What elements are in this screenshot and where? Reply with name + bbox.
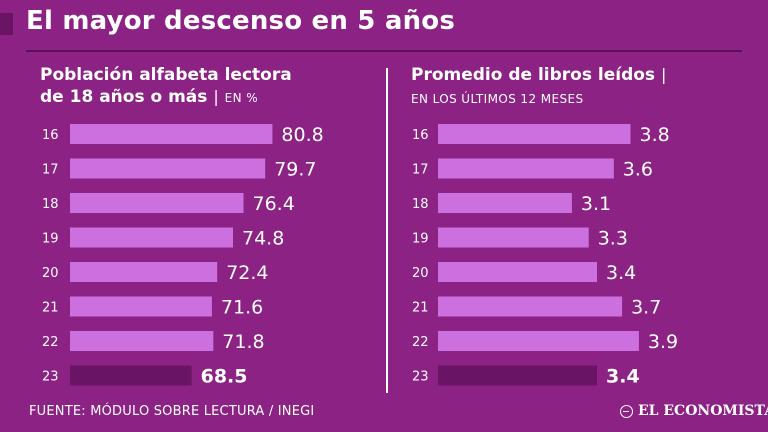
literacy-bar (70, 296, 212, 317)
title-divider (26, 50, 742, 52)
books-category-label: 18 (412, 197, 429, 212)
literacy-category-label: 19 (42, 232, 59, 247)
literacy-chart-panel: Población alfabeta lectora de 18 años o … (40, 64, 324, 388)
books-title-text: Promedio de libros leídos (411, 65, 656, 85)
books-subtitle: EN LOS ÚLTIMOS 12 MESES (411, 92, 584, 106)
books-category-label: 23 (412, 370, 429, 385)
books-value-label: 3.4 (606, 366, 640, 388)
literacy-value-label: 74.8 (242, 228, 284, 250)
books-value-label: 3.3 (598, 228, 628, 250)
literacy-value-label: 76.4 (253, 193, 295, 215)
books-value-label: 3.7 (631, 297, 661, 319)
books-bar-chart: 16 3.8 17 3.6 18 3.1 19 3.3 20 3.4 21 3.7 22 3.9 23 3.4 (412, 124, 678, 388)
books-category-label: 16 (412, 128, 429, 143)
brand-logo: EL ECONOMISTA (620, 403, 768, 419)
books-value-label: 3.6 (623, 159, 653, 181)
books-bar (438, 158, 614, 179)
literacy-value-label: 71.6 (221, 297, 263, 319)
literacy-category-label: 18 (42, 197, 59, 212)
literacy-bar (70, 262, 218, 282)
books-bar (438, 193, 572, 213)
literacy-category-label: 17 (42, 163, 59, 178)
literacy-bar (70, 193, 244, 213)
books-bar (438, 227, 589, 248)
books-category-label: 19 (412, 232, 429, 247)
literacy-bar (70, 227, 233, 248)
literacy-category-label: 20 (42, 266, 59, 281)
books-chart-panel: Promedio de libros leídos | EN LOS ÚLTIM… (384, 0, 768, 432)
books-value-label: 3.1 (581, 193, 611, 215)
literacy-category-label: 16 (42, 128, 59, 143)
books-bar (438, 262, 597, 282)
literacy-bar (70, 158, 266, 179)
brand-name: EL ECONOMISTA (638, 403, 768, 419)
literacy-value-label: 71.8 (222, 331, 264, 353)
books-title-separator: | (660, 65, 667, 84)
books-bar (438, 331, 639, 351)
literacy-category-label: 21 (42, 301, 59, 316)
literacy-unit-label: EN % (224, 91, 259, 105)
literacy-bar (70, 331, 214, 351)
literacy-value-label: 79.7 (274, 159, 316, 181)
literacy-title-line2-text: de 18 años o más (40, 87, 208, 107)
books-category-label: 22 (412, 335, 429, 350)
literacy-value-label: 72.4 (226, 262, 268, 284)
books-value-label: 3.9 (648, 331, 678, 353)
books-chart-title: Promedio de libros leídos | (411, 64, 666, 86)
books-value-label: 3.4 (606, 262, 636, 284)
literacy-value-label: 80.8 (281, 124, 323, 146)
literacy-category-label: 22 (42, 335, 59, 350)
books-category-label: 17 (412, 163, 429, 178)
literacy-title-separator: | (213, 87, 219, 106)
literacy-chart-title: Población alfabeta lectora de 18 años o … (40, 64, 292, 109)
literacy-value-label: 68.5 (201, 366, 248, 388)
books-category-label: 21 (412, 301, 429, 316)
literacy-bar (70, 365, 192, 386)
literacy-title-line1: Población alfabeta lectora (40, 65, 292, 85)
books-value-label: 3.8 (640, 124, 670, 146)
literacy-title-line2: de 18 años o más | EN % (40, 86, 292, 109)
books-bar (438, 296, 623, 317)
literacy-bar-chart: 16 80.8 17 79.7 18 76.4 19 74.8 20 72.4 21 71.6 22 71… (42, 124, 324, 388)
source-note: FUENTE: MÓDULO SOBRE LECTURA / INEGI (29, 404, 315, 419)
page-title: El mayor descenso en 5 años (26, 6, 456, 36)
books-bar (438, 124, 631, 144)
column-divider (386, 68, 388, 393)
books-bar (438, 365, 597, 386)
literacy-category-label: 23 (42, 370, 59, 385)
brand-globe-icon (620, 404, 633, 418)
books-category-label: 20 (412, 266, 429, 281)
title-accent-square (0, 13, 13, 35)
literacy-bar (70, 124, 273, 144)
